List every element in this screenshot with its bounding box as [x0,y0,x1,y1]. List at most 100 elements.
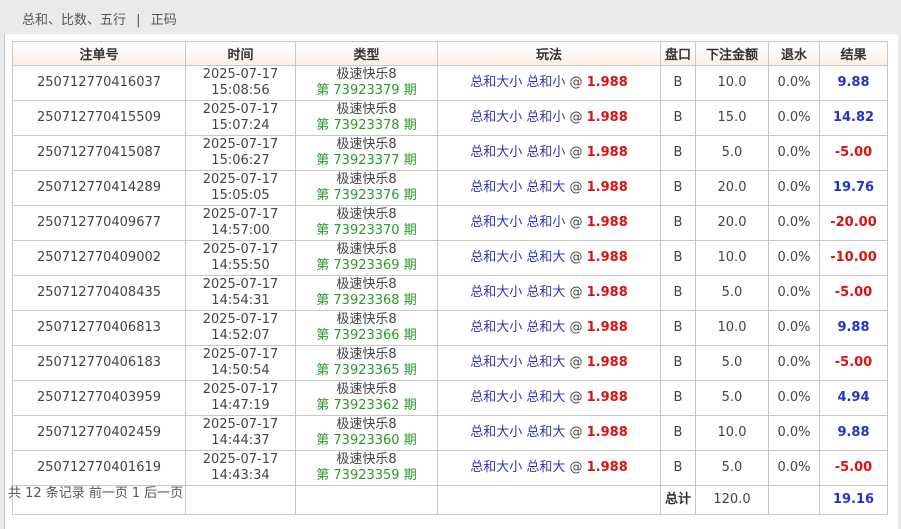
pan: B [660,275,696,311]
bet-type: 极速快乐8 第 73923376 期 [295,170,438,206]
bet-type: 极速快乐8 第 73923378 期 [295,100,438,136]
bet-date: 2025-07-17 [202,452,279,467]
result: -10.00 [819,240,888,276]
bet-date: 2025-07-17 [202,207,279,222]
total-amount: 120.0 [695,485,769,515]
play-name: 总和大小 总和大 [470,425,566,440]
pan: B [660,170,696,206]
table-row: 250712770414289 2025-07-17 15:05:05 极速快乐8 第 … [12,170,888,206]
result: -5.00 [819,135,888,171]
play-name: 总和大小 总和大 [470,180,566,195]
at-sign: @ [569,110,583,125]
game-name: 极速快乐8 [336,242,397,257]
game-name: 极速快乐8 [336,452,397,467]
amount: 10.0 [695,415,769,451]
bet-time: 2025-07-17 14:44:37 [185,415,296,451]
play-name: 总和大小 总和大 [470,285,566,300]
odds: 1.988 [586,355,628,370]
header-result: 结果 [819,41,888,66]
bet-play: 总和大小 总和大 @ 1.988 [437,240,661,276]
play-name: 总和大小 总和大 [470,320,566,335]
bet-type: 极速快乐8 第 73923377 期 [295,135,438,171]
rebate: 0.0% [768,100,820,136]
bet-clock: 14:50:54 [211,363,270,378]
table-row: 250712770415509 2025-07-17 15:07:24 极速快乐8 第 … [12,100,888,136]
bet-id: 250712770415509 [12,100,186,136]
rebate: 0.0% [768,275,820,311]
odds: 1.988 [586,145,628,160]
bet-id: 250712770409002 [12,240,186,276]
amount: 5.0 [695,380,769,416]
play-name: 总和大小 总和小 [470,110,566,125]
rebate: 0.0% [768,135,820,171]
rebate: 0.0% [768,310,820,346]
result: -5.00 [819,345,888,381]
bet-clock: 14:57:00 [211,223,270,238]
rebate: 0.0% [768,415,820,451]
amount: 5.0 [695,135,769,171]
result: -20.00 [819,205,888,241]
odds: 1.988 [586,110,628,125]
amount: 20.0 [695,170,769,206]
issue-number: 第 73923377 期 [316,153,417,168]
bet-date: 2025-07-17 [202,312,279,327]
game-name: 极速快乐8 [336,137,397,152]
amount: 5.0 [695,450,769,486]
bet-date: 2025-07-17 [202,347,279,362]
bet-type: 极速快乐8 第 73923360 期 [295,415,438,451]
bet-time: 2025-07-17 14:54:31 [185,275,296,311]
bet-id: 250712770408435 [12,275,186,311]
bet-type: 极速快乐8 第 73923379 期 [295,65,438,101]
bet-time: 2025-07-17 15:08:56 [185,65,296,101]
amount: 10.0 [695,65,769,101]
prev-page-link[interactable]: 前一页 [88,486,128,501]
odds: 1.988 [586,425,628,440]
bet-time: 2025-07-17 14:55:50 [185,240,296,276]
at-sign: @ [569,285,583,300]
game-name: 极速快乐8 [336,207,397,222]
header-id: 注单号 [12,41,186,66]
amount: 10.0 [695,240,769,276]
bet-type: 极速快乐8 第 73923366 期 [295,310,438,346]
bet-play: 总和大小 总和大 @ 1.988 [437,380,661,416]
bet-play: 总和大小 总和大 @ 1.988 [437,345,661,381]
amount: 10.0 [695,310,769,346]
bet-time: 2025-07-17 14:57:00 [185,205,296,241]
table-row: 250712770403959 2025-07-17 14:47:19 极速快乐8 第 … [12,380,888,416]
play-name: 总和大小 总和大 [470,355,566,370]
bet-clock: 14:43:34 [211,468,270,483]
issue-number: 第 73923360 期 [316,433,417,448]
odds: 1.988 [586,460,628,475]
play-name: 总和大小 总和小 [470,215,566,230]
bet-play: 总和大小 总和大 @ 1.988 [437,415,661,451]
rebate: 0.0% [768,170,820,206]
next-page-link[interactable]: 后一页 [144,486,184,501]
current-page: 1 [131,486,141,501]
play-name: 总和大小 总和大 [470,250,566,265]
nav-item-zhengma[interactable]: 正码 [150,13,177,28]
table-row: 250712770402459 2025-07-17 14:44:37 极速快乐8 第 … [12,415,888,451]
game-name: 极速快乐8 [336,312,397,327]
game-name: 极速快乐8 [336,347,397,362]
rebate: 0.0% [768,380,820,416]
pan: B [660,345,696,381]
bet-clock: 14:44:37 [211,433,270,448]
bet-date: 2025-07-17 [202,67,279,82]
header-time: 时间 [185,41,296,66]
table-row: 250712770416037 2025-07-17 15:08:56 极速快乐8 第 … [12,65,888,101]
bet-clock: 15:05:05 [211,188,270,203]
play-name: 总和大小 总和大 [470,390,566,405]
bet-date: 2025-07-17 [202,382,279,397]
bet-date: 2025-07-17 [202,137,279,152]
at-sign: @ [569,75,583,90]
bet-id: 250712770409677 [12,205,186,241]
issue-number: 第 73923359 期 [316,468,417,483]
nav-item-sum[interactable]: 总和、比数、五行 [22,13,127,28]
bet-date: 2025-07-17 [202,277,279,292]
bet-id: 250712770414289 [12,170,186,206]
bet-id: 250712770401619 [12,450,186,486]
record-count: 共 12 条记录 [8,486,85,501]
at-sign: @ [569,180,583,195]
rebate: 0.0% [768,240,820,276]
play-name: 总和大小 总和小 [470,75,566,90]
